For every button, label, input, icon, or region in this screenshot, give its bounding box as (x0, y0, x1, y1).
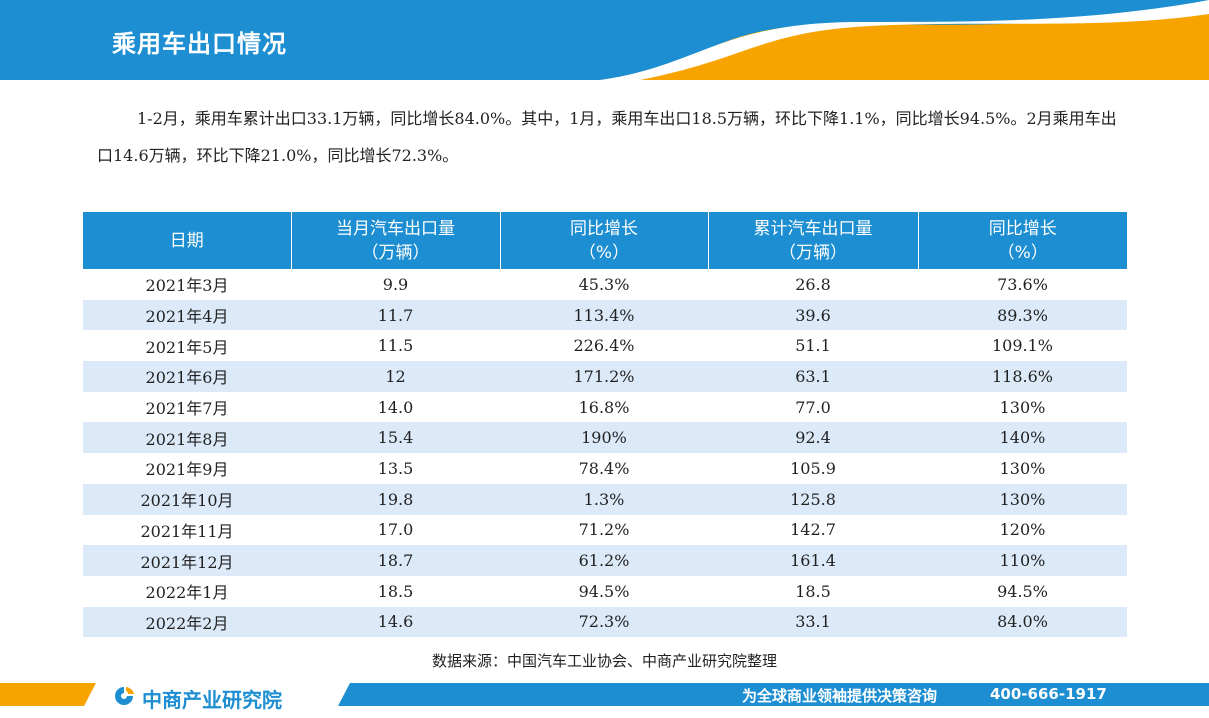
cell-monthly: 12 (291, 361, 500, 392)
cell-cumulative-yoy: 130% (999, 458, 1046, 478)
cell-monthly-yoy: 71.2% (578, 520, 630, 540)
cell-cumulative-yoy: 73.6% (997, 274, 1048, 294)
cell-cumulative-yoy: 130% (999, 397, 1046, 417)
header-monthly-yoy: 同比增长 （%） (499, 212, 708, 269)
cell-monthly: 9.9 (382, 274, 409, 294)
cell-date: 2021年6月 (83, 361, 291, 392)
table-row: 2021年3月 9.9 45.3% 26.8 73.6% (83, 269, 1127, 300)
footer-bar (0, 683, 1209, 706)
brand-logo-icon (112, 685, 136, 712)
cell-cumulative-yoy: 118.6% (918, 361, 1127, 392)
cell-date: 2022年1月 (145, 583, 229, 603)
table-row: 2022年1月 18.5 94.5% 18.5 94.5% (83, 576, 1127, 607)
footer-brand: 中商产业研究院 (112, 684, 282, 713)
cell-monthly: 18.7 (291, 545, 500, 576)
cell-date: 2021年3月 (145, 276, 229, 296)
cell-monthly-yoy: 61.2% (500, 545, 708, 576)
cell-cumulative: 18.5 (795, 581, 831, 601)
table-row: 2021年10月 19.8 1.3% 125.8 130% (83, 483, 1127, 515)
table-row: 2021年9月 13.5 78.4% 105.9 130% (83, 453, 1127, 484)
table-row: 2021年7月 14.0 16.8% 77.0 130% (83, 392, 1127, 423)
cell-monthly-yoy: 113.4% (500, 299, 708, 331)
cell-date: 2021年10月 (83, 483, 291, 515)
header-date: 日期 (83, 212, 291, 269)
table-row: 2021年12月 18.7 61.2% 161.4 110% (83, 545, 1127, 576)
cell-cumulative: 92.4 (708, 422, 918, 454)
header-monthly-export: 当月汽车出口量 （万辆） (290, 212, 500, 269)
cell-monthly: 19.8 (291, 483, 500, 515)
cell-monthly-yoy: 226.4% (573, 336, 635, 356)
cell-date: 2021年4月 (83, 299, 291, 331)
cell-cumulative-yoy: 109.1% (991, 336, 1053, 356)
cell-monthly-yoy: 190% (500, 422, 708, 454)
data-source-note: 数据来源：中国汽车工业协会、中商产业研究院整理 (431, 652, 777, 670)
cell-cumulative-yoy: 110% (918, 545, 1127, 576)
cell-cumulative-yoy: 120% (999, 520, 1046, 540)
cell-cumulative-yoy: 140% (918, 422, 1127, 454)
table-row: 2021年8月 15.4 190% 92.4 140% (83, 422, 1127, 454)
table-row: 2021年6月 12 171.2% 63.1 118.6% (83, 361, 1127, 392)
cell-cumulative-yoy: 89.3% (918, 299, 1127, 331)
cell-monthly-yoy: 16.8% (578, 397, 630, 417)
cell-monthly: 18.5 (377, 581, 414, 601)
cell-date: 2021年7月 (145, 399, 229, 419)
cell-monthly-yoy: 45.3% (578, 274, 630, 294)
cell-cumulative-yoy: 94.5% (997, 581, 1048, 601)
cell-cumulative: 26.8 (795, 274, 831, 294)
table-row: 2021年5月 11.5 226.4% 51.1 109.1% (83, 330, 1127, 361)
footer-phone: 400-666-1917 (990, 685, 1107, 703)
cell-cumulative: 125.8 (708, 483, 918, 515)
cell-monthly: 14.0 (377, 397, 414, 417)
footer-slogan: 为全球商业领袖提供决策咨询 (742, 687, 938, 705)
cell-monthly-yoy: 78.4% (578, 458, 630, 478)
cell-monthly-yoy: 1.3% (500, 483, 708, 515)
table-row: 2021年4月 11.7 113.4% 39.6 89.3% (83, 299, 1127, 331)
export-table: 日期 当月汽车出口量 （万辆） 同比增长 （%） 累计汽车出口量 （万辆） 同比增长（… (83, 212, 1127, 638)
cell-monthly: 13.5 (377, 458, 414, 478)
cell-cumulative-yoy: 84.0% (918, 606, 1127, 638)
cell-cumulative: 39.6 (708, 299, 918, 331)
table-row: 2022年2月 14.6 72.3% 33.1 84.0% (83, 606, 1127, 638)
cell-monthly-yoy: 94.5% (578, 581, 630, 601)
cell-cumulative: 51.1 (795, 336, 831, 356)
cell-date: 2022年2月 (83, 606, 291, 638)
cell-monthly: 11.5 (377, 336, 414, 356)
cell-date: 2021年8月 (83, 422, 291, 454)
cell-monthly: 15.4 (291, 422, 500, 454)
cell-monthly-yoy: 171.2% (500, 361, 708, 392)
table-header-row: 日期 当月汽车出口量 （万辆） 同比增长 （%） 累计汽车出口量 （万辆） 同比增长（… (83, 212, 1127, 269)
cell-date: 2021年11月 (140, 521, 234, 541)
cell-date: 2021年5月 (145, 337, 229, 357)
cell-cumulative: 142.7 (790, 520, 836, 540)
cell-cumulative-yoy: 130% (918, 483, 1127, 515)
footer-decoration (0, 683, 1209, 706)
cell-cumulative: 33.1 (708, 606, 918, 638)
brand-name: 中商产业研究院 (142, 688, 282, 712)
page-title: 乘用车出口情况 (112, 30, 287, 58)
cell-monthly: 14.6 (291, 606, 500, 638)
table-row: 2021年11月 17.0 71.2% 142.7 120% (83, 515, 1127, 546)
cell-monthly: 11.7 (291, 299, 500, 331)
cell-monthly-yoy: 72.3% (500, 606, 708, 638)
cell-cumulative: 105.9 (790, 458, 836, 478)
header-cumulative-yoy: 同比增长 （%） (917, 212, 1127, 269)
cell-date: 2021年12月 (83, 545, 291, 576)
header-banner: 乘用车出口情况 (0, 0, 1209, 80)
cell-cumulative: 77.0 (795, 397, 831, 417)
header-cumulative-export: 累计汽车出口量 （万辆） (707, 212, 918, 269)
cell-monthly: 17.0 (377, 520, 414, 540)
header-decoration (600, 0, 1209, 80)
cell-cumulative: 161.4 (708, 545, 918, 576)
cell-date: 2021年9月 (145, 460, 229, 480)
intro-paragraph: 1-2月，乘用车累计出口33.1万辆，同比增长84.0%。其中，1月，乘用车出口… (97, 109, 1117, 165)
cell-cumulative: 63.1 (708, 361, 918, 392)
